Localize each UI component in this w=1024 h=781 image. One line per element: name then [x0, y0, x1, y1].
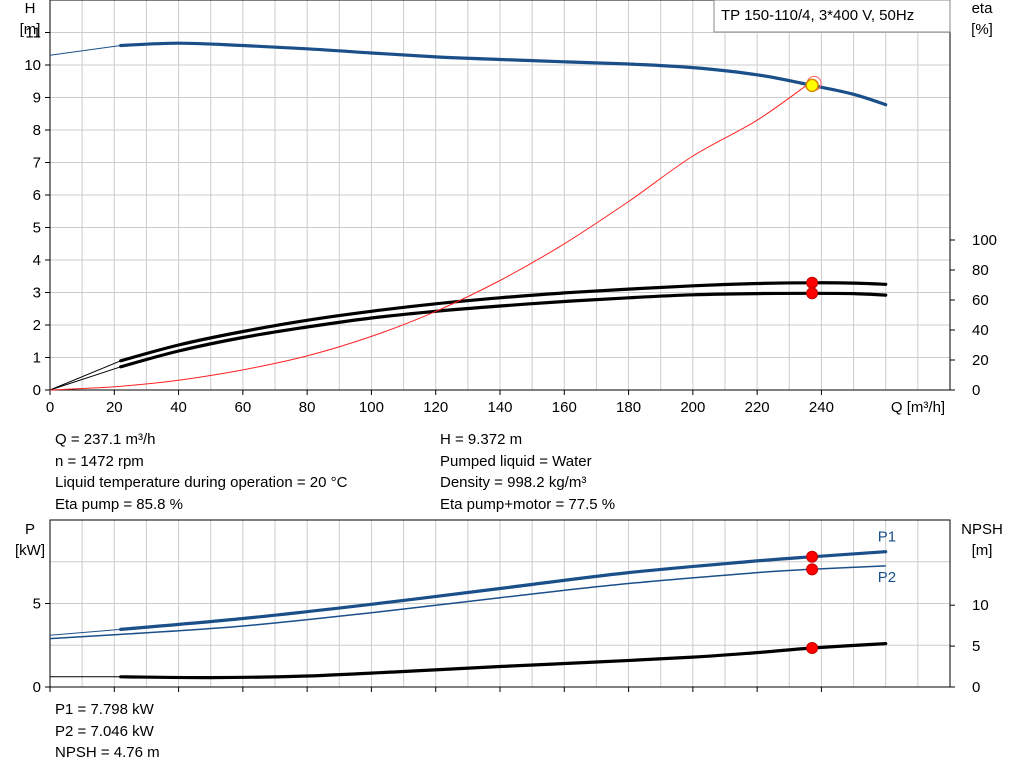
panel1-y-right-tick-label: 60 [972, 292, 989, 309]
panel2-series-label-p2: P2 [878, 569, 896, 586]
panel2-series-label-p1: P1 [878, 529, 896, 546]
panel2-series-p1-curve-leadin [49, 628, 121, 636]
panel1-chart-title: TP 150-110/4, 3*400 V, 50Hz [721, 7, 914, 24]
panel1-y-tick-label: 4 [33, 252, 41, 269]
panel1-y-right-tick-label: 100 [972, 232, 997, 249]
panel2-series-3-curve [119, 642, 888, 680]
panel1-y-tick-label: 9 [33, 90, 41, 107]
panel2-y-right-tick-label: 5 [972, 638, 980, 655]
panel1-y-tick-label: 7 [33, 155, 41, 172]
info-p1: P1 = 7.798 kW [55, 701, 154, 718]
panel2-duty-point-3 [806, 642, 819, 655]
panel1-x-tick-label: 120 [423, 399, 448, 416]
panel1-duty-point-3 [806, 287, 819, 300]
panel2-y-right-axis-label-top: NPSH [961, 521, 1003, 538]
panel1-x-tick-label: 140 [487, 399, 512, 416]
info-temperature: Liquid temperature during operation = 20… [55, 474, 348, 492]
info-speed: n = 1472 rpm [55, 452, 144, 470]
panel2-y-tick-label: 0 [33, 679, 41, 696]
panel1-x-tick-label: 80 [299, 399, 316, 416]
panel1-x-axis-label: Q [m³/h] [891, 399, 945, 416]
panel2-duty-point-2 [806, 563, 819, 576]
panel1-x-tick-label: 160 [552, 399, 577, 416]
info-density: Density = 998.2 kg/m³ [440, 474, 587, 492]
panel1-y-tick-label: 5 [33, 220, 41, 237]
panel1-y-right-axis-label-top: eta [972, 0, 994, 17]
panel1-y-tick-label: 2 [33, 317, 41, 334]
panel1-x-tick-label: 200 [680, 399, 705, 416]
panel1-y-tick-label: 10 [24, 57, 41, 74]
panel1-y-right-tick-label: 0 [972, 382, 980, 399]
panel1-y-axis-label-top: H [25, 0, 36, 17]
panel2-series-p2-curve [49, 565, 886, 640]
panel1-duty-point-head [805, 78, 819, 93]
panel1-series-3-curve-leadin [49, 366, 121, 391]
panel1-x-tick-label: 0 [46, 399, 54, 416]
panel1-duty-point-2 [806, 276, 819, 289]
info-head: H = 9.372 m [440, 431, 523, 448]
panel2-y-axis-label-top: P [25, 521, 35, 538]
panel1-x-tick-label: 240 [809, 399, 834, 416]
panel1-y-right-tick-label: 40 [972, 322, 989, 339]
panel1-y-tick-label: 1 [33, 350, 41, 367]
panel1-title-box [713, 0, 951, 33]
panel1-y-tick-label: 6 [33, 187, 41, 204]
panel1-series-1-curve [119, 41, 888, 107]
panel1-x-tick-label: 220 [745, 399, 770, 416]
info-npsh: NPSH = 4.76 m [55, 744, 160, 762]
panel1-y-tick-label: 11 [25, 25, 41, 42]
panel2-y-tick-label: 5 [33, 596, 41, 613]
panel2-y-axis-label-unit: [kW] [15, 542, 45, 559]
panel2-y-right-tick-label: 10 [972, 597, 989, 614]
panel2-y-right-tick-label: 0 [972, 679, 980, 696]
info-p2: P2 = 7.046 kW [55, 722, 154, 740]
panel1-series-2-curve [119, 281, 888, 363]
info-liquid: Pumped liquid = Water [440, 452, 592, 470]
panel1-y-right-tick-label: 20 [972, 352, 989, 369]
info-flow: Q = 237.1 m³/h [55, 431, 156, 448]
operating-info-bottom: P1 = 7.798 kW P2 = 7.046 kW NPSH = 4.76 … [55, 699, 160, 764]
panel1-y-tick-label: 8 [33, 122, 41, 139]
panel1-x-tick-label: 40 [170, 399, 187, 416]
panel1-series-1-curve-leadin [49, 45, 121, 56]
panel1-x-tick-label: 60 [235, 399, 252, 416]
panel1-y-right-tick-label: 80 [972, 262, 989, 279]
panel1-series-3-curve [119, 291, 888, 369]
panel2-y-right-axis-label-unit: [m] [972, 542, 993, 559]
panel1-series-4-curve [49, 80, 813, 391]
info-eta-pump: Eta pump = 85.8 % [55, 496, 183, 514]
panel1-series-2-curve-leadin [49, 360, 121, 391]
panel1-x-tick-label: 180 [616, 399, 641, 416]
panel1-y-right-axis-label-unit: [%] [971, 21, 993, 38]
operating-info-left: Q = 237.1 m³/h n = 1472 rpm Liquid tempe… [55, 429, 347, 516]
info-eta-pump-motor: Eta pump+motor = 77.5 % [440, 496, 616, 514]
panel1-y-axis-label-unit: [m] [20, 21, 41, 38]
panel2-series-p1-curve [119, 550, 888, 631]
panel1-x-tick-label: 20 [106, 399, 123, 416]
panel2-duty-point-1 [806, 550, 819, 563]
panel1-y-tick-label: 3 [33, 285, 41, 302]
panel1-x-tick-label: 100 [359, 399, 384, 416]
operating-info-right: H = 9.372 m Pumped liquid = Water Densit… [440, 429, 615, 516]
panel1-y-tick-label: 0 [33, 382, 41, 399]
